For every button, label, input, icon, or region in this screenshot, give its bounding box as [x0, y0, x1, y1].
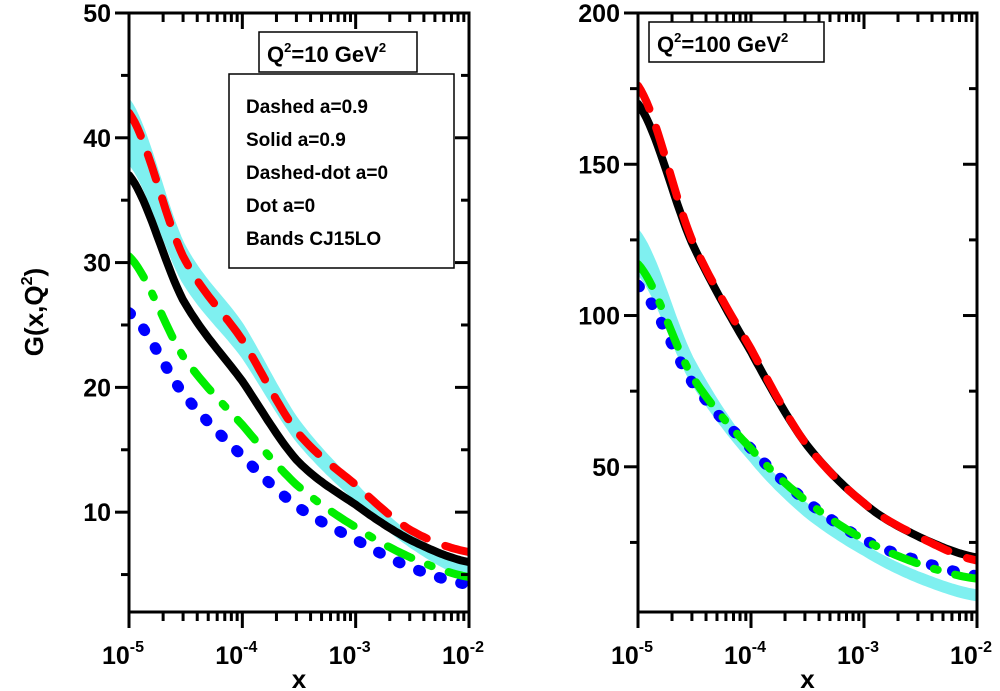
- x-tick-exponent: -5: [639, 639, 653, 656]
- plot-area: [129, 97, 469, 590]
- series-solid-a-0-9: [129, 171, 469, 567]
- x-tick-label: 10-3: [837, 639, 879, 670]
- x-tick-exponent: -3: [356, 639, 370, 656]
- legend-entry: Bands CJ15LO: [246, 229, 381, 250]
- x-tick-label: 10-4: [215, 639, 257, 670]
- band-cj15lo: [129, 97, 469, 579]
- q2-title-part: 2: [781, 30, 788, 45]
- axes-frame: [636, 11, 979, 614]
- series-dashed-a-0-9: [638, 81, 977, 565]
- legend-entry: Solid a=0.9: [246, 130, 346, 151]
- plot-area: [638, 81, 977, 602]
- x-tick-exponent: -5: [130, 639, 144, 656]
- q2-title-part: Q: [657, 32, 674, 57]
- legend-box: [228, 73, 455, 269]
- y-axis-title-close: ): [19, 268, 49, 277]
- x-tick-exponent: -2: [470, 639, 484, 656]
- x-axis-title: x: [292, 664, 307, 691]
- y-tick-label: 10: [83, 499, 111, 527]
- x-tick-label: 10-2: [442, 639, 484, 670]
- x-tick-label: 10-2: [950, 639, 992, 670]
- q2-title-box: [648, 21, 825, 63]
- legend-entry: Dashed a=0.9: [246, 97, 368, 118]
- y-tick-label: 20: [83, 374, 111, 402]
- q2-title-part: Q: [267, 42, 284, 67]
- y-tick-label: 100: [578, 303, 620, 331]
- y-tick-label: 150: [578, 151, 620, 179]
- x-tick-exponent: -4: [243, 639, 257, 656]
- legend-entry: Dot a=0: [246, 196, 315, 217]
- legend-entry: Dashed-dot a=0: [246, 163, 388, 184]
- y-tick-label: 40: [83, 125, 111, 153]
- q2-title-text: Q2=100 GeV2: [657, 30, 788, 57]
- q2-title-part: 2: [674, 30, 681, 45]
- q2-title-box: [258, 31, 418, 73]
- x-tick-label: 10-5: [102, 639, 144, 670]
- y-axis-title-superscript: 2: [19, 276, 36, 285]
- y-axis-title: G(x,Q2): [19, 268, 49, 356]
- x-tick-label: 10-3: [329, 639, 371, 670]
- y-tick-label: 50: [592, 454, 620, 482]
- series-dot-a-0: [129, 307, 469, 590]
- x-tick-exponent: -4: [752, 639, 766, 656]
- q2-title-part: =100 GeV: [681, 32, 781, 57]
- x-tick-exponent: -3: [865, 639, 879, 656]
- q2-title-part: 2: [379, 40, 386, 55]
- axes-frame: [127, 11, 471, 614]
- x-axis-title: x: [800, 664, 815, 691]
- series-dashed-dot-a-0: [638, 260, 977, 583]
- y-tick-label: 200: [578, 0, 620, 28]
- y-tick-label: 30: [83, 250, 111, 278]
- q2-title-text: Q2=10 GeV2: [267, 40, 386, 67]
- series-dashed-a-0-9: [129, 108, 469, 557]
- x-tick-label: 10-4: [724, 639, 766, 670]
- x-tick-exponent: -2: [978, 639, 992, 656]
- series-dashed-dot-a-0: [129, 252, 469, 582]
- series-solid-a-0-9: [638, 99, 977, 562]
- q2-title-part: =10 GeV: [291, 42, 379, 67]
- series-dot-a-0: [638, 279, 977, 582]
- x-tick-label: 10-5: [611, 639, 653, 670]
- q2-title-part: 2: [284, 40, 291, 55]
- y-tick-label: 50: [83, 0, 111, 28]
